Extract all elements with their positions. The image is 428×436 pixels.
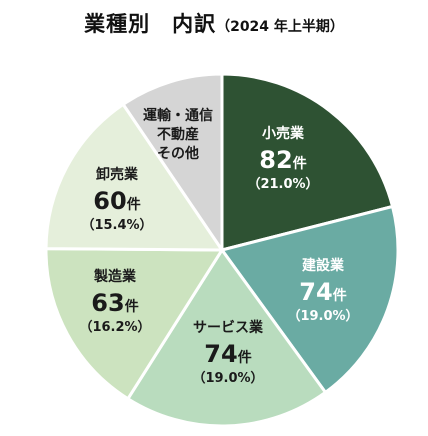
- pie-slice-5-percent: （15.4%）: [81, 217, 152, 233]
- pie-slice-3-value: 74件: [204, 340, 251, 368]
- chart-title-main: 業種別 内訳: [84, 12, 217, 36]
- pie-slice-6: [121, 72, 224, 252]
- pie-slice-2-label-group: 建設業 74件 （19.0%）: [287, 257, 358, 324]
- pie-slice-1-label-group: 小売業 82件 （21.0%）: [247, 125, 318, 192]
- pie-slice-3-label: サービス業: [193, 319, 264, 336]
- pie-slice-4-value: 63件: [91, 289, 138, 317]
- pie-slice-6-label-line-2: 不動産: [157, 126, 199, 143]
- pie-slice-5-label-group: 卸売業 60件 （15.4%）: [81, 166, 152, 233]
- pie-slice-6-label-line-3: その他: [157, 145, 199, 162]
- pie-slice-3: [126, 248, 327, 428]
- pie-slice-3-percent: （19.0%）: [192, 370, 263, 386]
- pie-slice-2-value: 74件: [299, 278, 346, 306]
- pie-slice-1-value: 82件: [259, 146, 306, 174]
- pie-slice-2-percent: （19.0%）: [287, 308, 358, 324]
- pie-slice-1: [220, 72, 395, 252]
- pie-slice-2-label: 建設業: [302, 257, 345, 274]
- chart-subtitle: （2024 年上半期）: [216, 19, 344, 35]
- pie-slice-4-label: 製造業: [93, 268, 137, 285]
- pie-slice-4: [44, 247, 224, 401]
- chart-title: 業種別 内訳（2024 年上半期）: [0, 8, 428, 38]
- pie-slice-4-label-group: 製造業 63件 （16.2%）: [79, 268, 150, 335]
- pie-slice-2: [220, 205, 400, 394]
- pie-slice-3-label-group: サービス業 74件 （19.0%）: [192, 319, 264, 386]
- pie-slice-5-label: 卸売業: [96, 166, 139, 183]
- pie-slice-1-percent: （21.0%）: [247, 176, 318, 192]
- pie-slice-1-label: 小売業: [262, 125, 305, 142]
- pie-slice-6-label-line-1: 運輸・通信: [143, 107, 213, 124]
- pie-slice-5: [44, 102, 224, 252]
- pie-slice-5-value: 60件: [93, 187, 140, 215]
- pie-slice-4-percent: （16.2%）: [79, 319, 150, 335]
